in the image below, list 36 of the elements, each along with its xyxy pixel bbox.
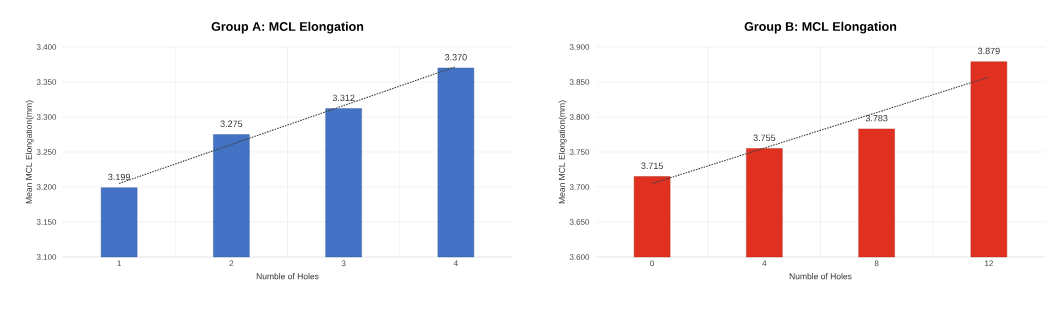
- y-tick-label: 3.300: [36, 114, 57, 120]
- x-tick-label: 0: [650, 260, 655, 267]
- chart-title: Group B: MCL Elongation: [744, 21, 897, 34]
- y-tick-label: 3.700: [569, 184, 590, 190]
- x-tick-label: 8: [874, 260, 879, 267]
- y-tick-label: 3.900: [569, 44, 590, 50]
- y-tick-label: 3.250: [36, 149, 57, 155]
- data-label: 3.370: [444, 54, 467, 61]
- y-tick-label: 3.200: [36, 184, 57, 190]
- x-tick-label: 4: [762, 260, 767, 267]
- y-tick-label: 3.750: [569, 149, 590, 155]
- y-tick-label: 3.350: [36, 79, 57, 85]
- y-axis-title: Mean MCL Elongation(mm): [558, 100, 567, 204]
- data-label: 3.312: [332, 94, 355, 102]
- data-label: 3.783: [865, 114, 888, 122]
- chart-title: Group A: MCL Elongation: [211, 21, 364, 34]
- x-tick-label: 12: [985, 260, 993, 267]
- y-tick-label: 3.850: [569, 79, 590, 85]
- y-tick-label: 3.400: [36, 44, 57, 50]
- x-tick-label: 4: [453, 260, 458, 267]
- x-tick-label: 3: [341, 260, 346, 267]
- data-label: 3.715: [641, 162, 664, 169]
- data-label: 3.275: [220, 120, 243, 127]
- y-tick-label: 3.800: [569, 114, 590, 120]
- y-tick-label: 3.150: [36, 219, 57, 225]
- y-tick-label: 3.100: [36, 254, 57, 260]
- y-axis-title: Mean MCL Elongation(mm): [25, 100, 34, 204]
- x-axis-title: Numble of Holes: [789, 273, 852, 280]
- x-tick-label: 2: [229, 260, 234, 267]
- data-label: 3.879: [977, 47, 1000, 55]
- x-tick-label: 1: [117, 260, 121, 267]
- x-axis-title: Numble of Holes: [256, 273, 319, 280]
- y-tick-label: 3.600: [569, 254, 590, 260]
- data-label: 3.199: [108, 173, 130, 181]
- data-label: 3.755: [753, 134, 776, 141]
- y-tick-label: 3.650: [569, 219, 590, 225]
